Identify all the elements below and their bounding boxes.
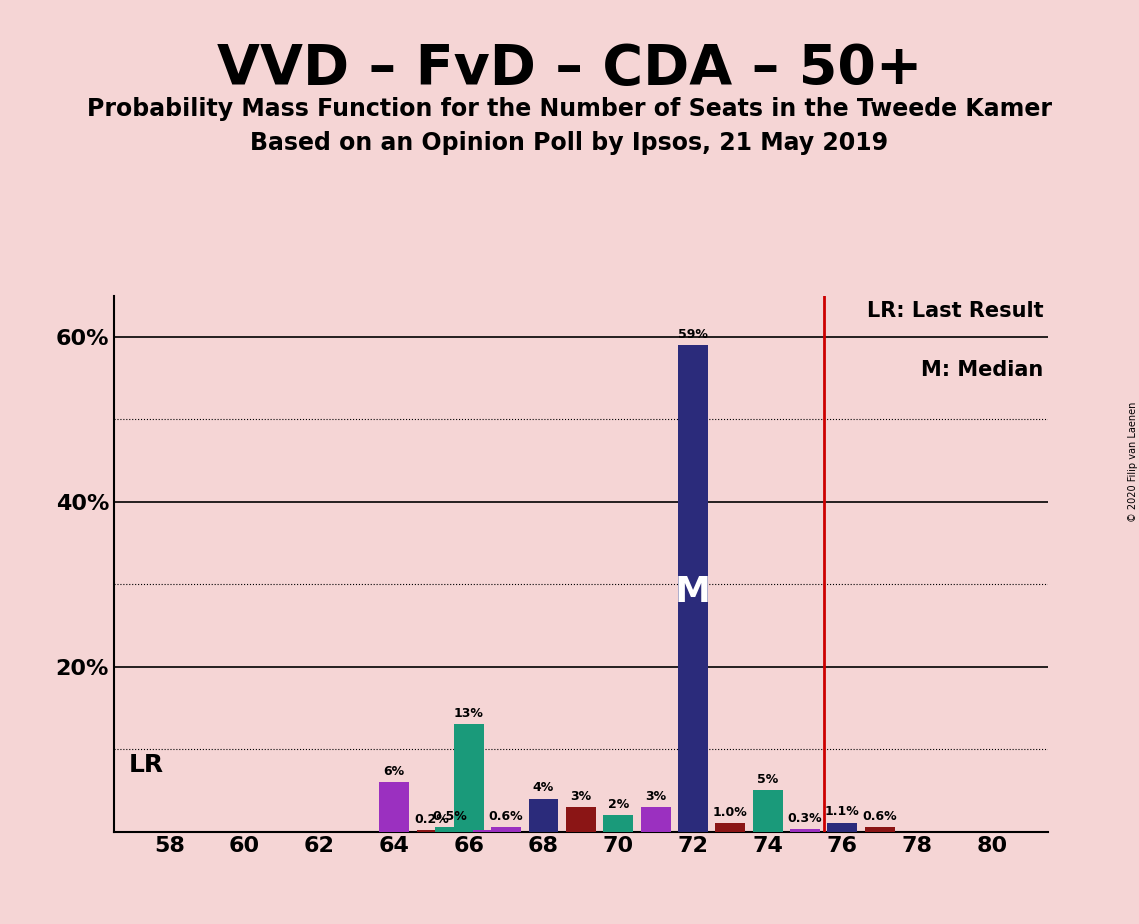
Text: 5%: 5% [757,773,778,786]
Bar [827,822,858,832]
Text: M: M [675,576,711,610]
Text: Probability Mass Function for the Number of Seats in the Tweede Kamer: Probability Mass Function for the Number… [87,97,1052,121]
Text: M: Median: M: Median [921,360,1043,380]
Text: 59%: 59% [678,328,708,341]
Text: 0.2%: 0.2% [415,813,449,826]
Bar [790,829,820,832]
Text: 0.6%: 0.6% [489,809,524,822]
Bar [678,346,708,832]
Text: 2%: 2% [607,798,629,811]
Text: 1.1%: 1.1% [825,806,860,819]
Text: VVD – FvD – CDA – 50+: VVD – FvD – CDA – 50+ [216,42,923,95]
Text: 1.0%: 1.0% [713,807,747,820]
Bar [473,831,502,832]
Bar [453,724,484,832]
Bar [379,782,409,832]
Bar [528,798,558,832]
Text: 3%: 3% [645,790,666,803]
Bar [417,830,446,832]
Text: LR: LR [129,753,164,777]
Text: © 2020 Filip van Laenen: © 2020 Filip van Laenen [1129,402,1138,522]
Bar [640,807,671,832]
Text: 0.5%: 0.5% [433,810,467,823]
Bar [753,790,782,832]
Bar [604,815,633,832]
Text: 6%: 6% [384,765,404,778]
Text: 4%: 4% [533,782,555,795]
Text: 0.6%: 0.6% [862,809,898,822]
Bar [491,827,522,832]
Bar [566,807,596,832]
Text: Based on an Opinion Poll by Ipsos, 21 May 2019: Based on an Opinion Poll by Ipsos, 21 Ma… [251,131,888,155]
Text: 13%: 13% [453,707,484,721]
Text: 3%: 3% [571,790,591,803]
Bar [865,827,895,832]
Bar [715,823,745,832]
Text: LR: Last Result: LR: Last Result [867,301,1043,321]
Bar [435,828,465,832]
Text: 0.3%: 0.3% [788,812,822,825]
